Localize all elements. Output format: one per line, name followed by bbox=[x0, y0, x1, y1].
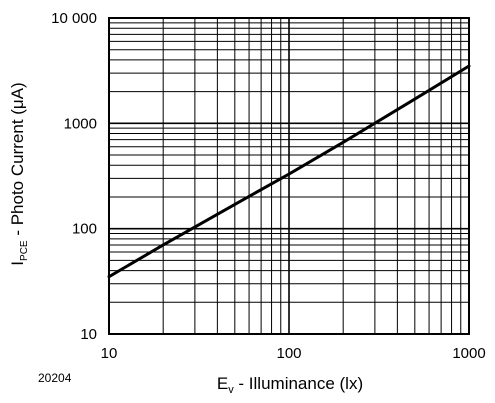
grid bbox=[108, 17, 470, 335]
x-axis-title: Ev - Illuminance (lx) bbox=[217, 374, 363, 396]
tick-labels: 10 100 1000 10 100 1000 10 000 bbox=[51, 10, 486, 362]
y-tick-label: 1000 bbox=[64, 115, 97, 132]
series-line-photo-current bbox=[107, 64, 471, 279]
series-layer bbox=[107, 64, 471, 279]
y-axis-title: IPCE - Photo Current (μA) bbox=[8, 82, 30, 265]
x-axis-title-main: E bbox=[217, 374, 228, 393]
x-tick-label: 10 bbox=[101, 345, 118, 362]
y-tick-label: 100 bbox=[72, 221, 97, 238]
x-tick-label: 1000 bbox=[452, 345, 485, 362]
y-tick-label: 10 000 bbox=[51, 10, 97, 27]
figure-id: 20204 bbox=[38, 371, 72, 385]
y-axis-title-sub: PCE bbox=[19, 240, 30, 261]
y-axis-title-main: I bbox=[8, 261, 27, 266]
plot-frame bbox=[108, 17, 470, 335]
x-axis-title-sub: v bbox=[228, 384, 234, 396]
x-axis-title-rest: - Illuminance (lx) bbox=[234, 374, 363, 393]
y-axis-title-rest: - Photo Current (μA) bbox=[8, 82, 27, 240]
y-tick-label: 10 bbox=[80, 326, 97, 343]
x-tick-label: 100 bbox=[276, 345, 301, 362]
